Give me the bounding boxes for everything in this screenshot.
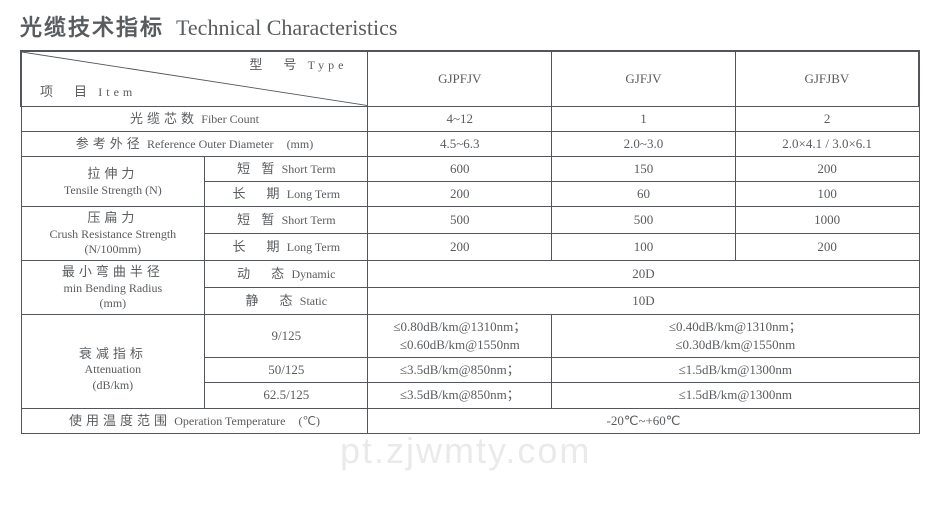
cell: 600	[368, 156, 552, 181]
table-row: 使用温度范围 Operation Temperature (℃) -20℃~+6…	[21, 408, 919, 433]
cell: 2	[735, 106, 919, 131]
row-label: 光缆芯数 Fiber Count	[21, 106, 368, 131]
row-sublabel: 静 态 Static	[205, 287, 368, 314]
table-row: 拉伸力 Tensile Strength (N) 短 暂 Short Term …	[21, 156, 919, 181]
row-sublabel: 62.5/125	[205, 383, 368, 408]
cell: 200	[368, 182, 552, 207]
cell: 100	[552, 234, 736, 261]
cell: 2.0~3.0	[552, 131, 736, 156]
row-group-label: 最小弯曲半径 min Bending Radius (mm)	[21, 261, 205, 315]
table-row: 光缆芯数 Fiber Count 4~12 1 2	[21, 106, 919, 131]
cell: ≤3.5dB/km@850nm；	[368, 383, 552, 408]
col-header-2: GJFJBV	[735, 51, 919, 106]
cell: ≤1.5dB/km@1300nm	[552, 358, 919, 383]
row-sublabel: 长 期 Long Term	[205, 234, 368, 261]
cell: 4.5~6.3	[368, 131, 552, 156]
title-cn: 光缆技术指标	[20, 10, 164, 42]
cell: 200	[735, 234, 919, 261]
table-row: 衰减指标 Attenuation (dB/km) 9/125 ≤0.80dB/k…	[21, 314, 919, 357]
table-row: 最小弯曲半径 min Bending Radius (mm) 动 态 Dynam…	[21, 261, 919, 288]
cell: 10D	[368, 287, 919, 314]
row-sublabel: 动 态 Dynamic	[205, 261, 368, 288]
col-header-1: GJFJV	[552, 51, 736, 106]
table-row: 压扁力 Crush Resistance Strength (N/100mm) …	[21, 207, 919, 234]
cell: 150	[552, 156, 736, 181]
cell: 1	[552, 106, 736, 131]
watermark-text: pt.zjwmty.com	[340, 430, 591, 472]
cell: ≤0.80dB/km@1310nm； ≤0.60dB/km@1550nm	[368, 314, 552, 357]
cell: 2.0×4.1 / 3.0×6.1	[735, 131, 919, 156]
header-diagonal-cell: 型 号 Type 项 目 Item	[21, 51, 368, 106]
title-en: Technical Characteristics	[176, 15, 397, 41]
cell: 200	[735, 156, 919, 181]
row-group-label: 拉伸力 Tensile Strength (N)	[21, 156, 205, 206]
cell: 100	[735, 182, 919, 207]
table-row: 参考外径 Reference Outer Diameter (mm) 4.5~6…	[21, 131, 919, 156]
header-type: 型 号 Type	[249, 56, 347, 74]
cell: 20D	[368, 261, 919, 288]
cell: 1000	[735, 207, 919, 234]
row-sublabel: 短 暂 Short Term	[205, 156, 368, 181]
row-group-label: 衰减指标 Attenuation (dB/km)	[21, 314, 205, 408]
row-label: 参考外径 Reference Outer Diameter (mm)	[21, 131, 368, 156]
row-sublabel: 长 期 Long Term	[205, 182, 368, 207]
cell: 4~12	[368, 106, 552, 131]
row-group-label: 压扁力 Crush Resistance Strength (N/100mm)	[21, 207, 205, 261]
spec-table: 型 号 Type 项 目 Item GJPFJV GJFJV GJFJBV 光缆…	[20, 50, 920, 434]
cell: ≤1.5dB/km@1300nm	[552, 383, 919, 408]
cell: 500	[368, 207, 552, 234]
row-sublabel: 短 暂 Short Term	[205, 207, 368, 234]
row-sublabel: 50/125	[205, 358, 368, 383]
cell: 500	[552, 207, 736, 234]
page-title: 光缆技术指标 Technical Characteristics	[20, 10, 920, 42]
row-label: 使用温度范围 Operation Temperature (℃)	[21, 408, 368, 433]
cell: 60	[552, 182, 736, 207]
row-sublabel: 9/125	[205, 314, 368, 357]
col-header-0: GJPFJV	[368, 51, 552, 106]
cell: -20℃~+60℃	[368, 408, 919, 433]
header-item: 项 目 Item	[40, 83, 136, 101]
cell: ≤3.5dB/km@850nm；	[368, 358, 552, 383]
cell: ≤0.40dB/km@1310nm； ≤0.30dB/km@1550nm	[552, 314, 919, 357]
cell: 200	[368, 234, 552, 261]
